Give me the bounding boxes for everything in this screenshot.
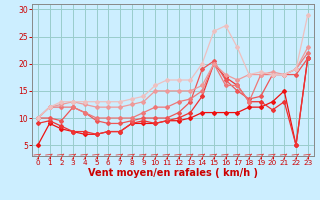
X-axis label: Vent moyen/en rafales ( km/h ): Vent moyen/en rafales ( km/h ) xyxy=(88,168,258,178)
